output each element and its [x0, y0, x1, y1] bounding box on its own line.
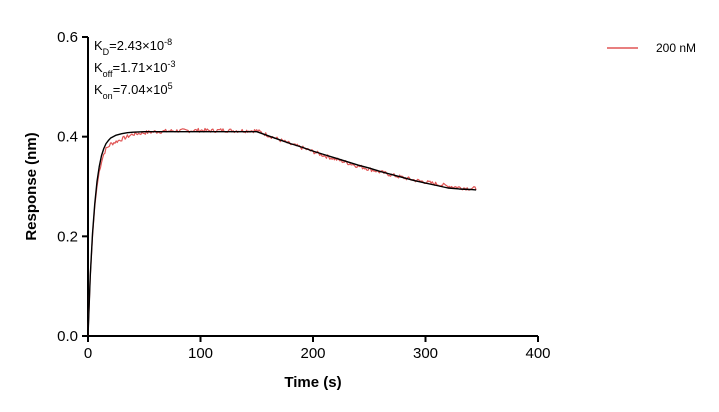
- y-tick-label-3: 0.6: [57, 29, 78, 46]
- y-tick-label-2: 0.4: [57, 129, 78, 146]
- kd-sub: D: [103, 47, 110, 57]
- series-line-0: [87, 127, 477, 337]
- x-tick-label-1: 100: [188, 345, 213, 362]
- koff-annotation: Koff=1.71×10-3: [94, 59, 175, 79]
- y-tick-label-0: 0.0: [57, 328, 78, 345]
- series-fit-curve: [87, 130, 477, 337]
- y-tick-label-1: 0.2: [57, 228, 78, 245]
- kinetic-annotations: KD=2.43×10-8 Koff=1.71×10-3 Kon=7.04×105: [94, 37, 175, 101]
- kon-base: K: [94, 82, 103, 97]
- x-tick-label-0: 0: [84, 345, 92, 362]
- legend-label-200nm: 200 nM: [656, 41, 696, 55]
- kon-mid: =7.04×10: [113, 82, 168, 97]
- kon-sub: on: [103, 91, 113, 101]
- kd-sup: -8: [164, 37, 172, 47]
- series-line-1: [87, 130, 477, 337]
- x-tick-label-2: 200: [300, 345, 325, 362]
- koff-mid: =1.71×10: [113, 60, 168, 75]
- kd-mid: =2.43×10: [109, 38, 164, 53]
- y-axis-title: Response (nm): [23, 132, 40, 240]
- kd-base: K: [94, 38, 103, 53]
- legend: 200 nM: [607, 41, 696, 55]
- tick-marks: [82, 36, 539, 342]
- koff-sup: -3: [167, 59, 175, 69]
- tick-labels: 0 100 200 300 400 0.0 0.2 0.4 0.6: [57, 29, 550, 362]
- kon-annotation: Kon=7.04×105: [94, 81, 173, 101]
- kd-annotation: KD=2.43×10-8: [94, 37, 172, 57]
- kon-sup: 5: [168, 81, 173, 91]
- x-axis-title: Time (s): [284, 374, 341, 391]
- koff-sub: off: [103, 69, 113, 79]
- koff-base: K: [94, 60, 103, 75]
- series-measured-200nm: [87, 127, 477, 337]
- x-tick-label-4: 400: [525, 345, 550, 362]
- series-layer: [87, 127, 477, 337]
- x-tick-label-3: 300: [413, 345, 438, 362]
